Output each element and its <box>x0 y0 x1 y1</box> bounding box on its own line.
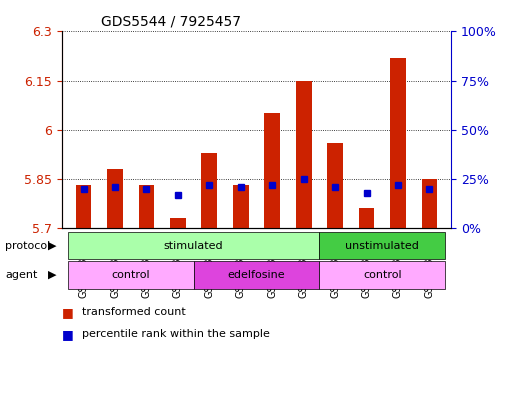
Bar <box>202 152 217 228</box>
Bar <box>390 58 406 228</box>
Bar <box>233 185 249 228</box>
Text: ■: ■ <box>62 327 73 341</box>
Text: edelfosine: edelfosine <box>228 270 285 280</box>
Text: GDS5544 / 7925457: GDS5544 / 7925457 <box>101 15 241 29</box>
Text: transformed count: transformed count <box>82 307 186 318</box>
Text: protocol: protocol <box>5 241 50 251</box>
Bar <box>107 169 123 228</box>
Bar <box>296 81 311 228</box>
Bar <box>422 179 437 228</box>
Bar <box>170 218 186 228</box>
Text: stimulated: stimulated <box>164 241 224 251</box>
Bar <box>139 185 154 228</box>
Text: control: control <box>363 270 402 280</box>
Bar <box>327 143 343 228</box>
Text: ▶: ▶ <box>48 241 56 251</box>
Text: agent: agent <box>5 270 37 280</box>
Text: ▶: ▶ <box>48 270 56 280</box>
Bar <box>264 113 280 228</box>
Bar <box>359 208 374 228</box>
Bar <box>76 185 91 228</box>
Text: ■: ■ <box>62 306 73 319</box>
Text: percentile rank within the sample: percentile rank within the sample <box>82 329 270 339</box>
Text: unstimulated: unstimulated <box>345 241 419 251</box>
Text: control: control <box>111 270 150 280</box>
